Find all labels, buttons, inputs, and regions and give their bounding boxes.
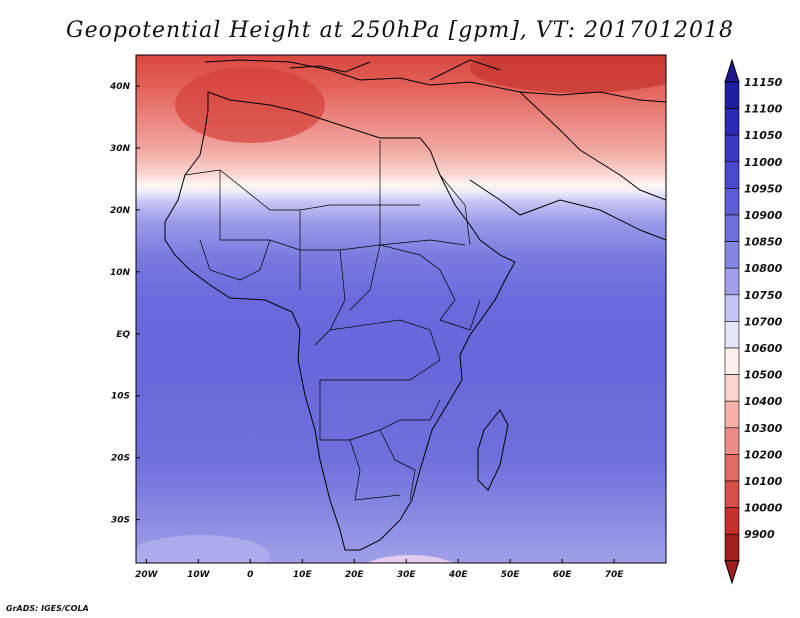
legend-label: 11000 (744, 156, 783, 169)
legend-swatch (724, 267, 740, 296)
southwest-bulge (136, 535, 270, 563)
south-bulge (366, 555, 454, 563)
lat-tick-label: 10S (111, 392, 130, 402)
legend-swatch (724, 321, 740, 349)
lat-tick-label: 30N (110, 144, 131, 154)
legend-label: 10850 (744, 236, 783, 249)
legend-swatch (724, 241, 740, 269)
longitude-axis: 20W 10W 0 10E 20E 30E 40E 50E 60E 70E (135, 559, 624, 580)
legend-swatch (724, 108, 740, 136)
legend-swatch (724, 294, 740, 322)
legend-swatch (724, 347, 740, 375)
legend-label: 9900 (744, 528, 775, 541)
legend-label: 10200 (744, 448, 783, 461)
lon-tick-label: 60E (553, 570, 573, 580)
legend-top-arrow (724, 58, 740, 83)
credit-text: GrADS: IGES/COLA (6, 604, 89, 613)
legend-label: 10500 (744, 369, 783, 382)
legend-label: 10900 (744, 209, 783, 222)
legend-label: 10950 (744, 182, 783, 195)
legend-swatch (724, 480, 740, 508)
low-height-center-east (470, 55, 666, 93)
legend-label: 10800 (744, 262, 783, 275)
legend-swatch (724, 134, 740, 163)
legend-bottom-arrow (724, 560, 740, 585)
legend-label: 10100 (744, 475, 783, 488)
legend-swatch (724, 427, 740, 455)
legend-label: 11100 (744, 103, 783, 116)
legend-label: 10750 (744, 289, 783, 302)
lon-tick-label: 30E (397, 570, 417, 580)
country-borders (184, 140, 481, 501)
lon-tick-label: 20W (135, 570, 159, 580)
lon-tick-label: 10E (293, 570, 313, 580)
lat-tick-label: 40N (109, 82, 131, 92)
legend-label: 10600 (744, 342, 783, 355)
lon-tick-label: 70E (605, 570, 625, 580)
legend-swatch (724, 454, 740, 482)
legend-swatch (724, 400, 740, 429)
legend-swatch (724, 507, 740, 535)
legend-label: 10300 (744, 422, 783, 435)
legend-swatch (724, 214, 740, 242)
legend-swatch (724, 81, 740, 109)
legend-swatch (724, 533, 740, 562)
lat-tick-label: EQ (116, 330, 130, 340)
low-height-center-west (175, 67, 325, 143)
legend-label: 10000 (744, 502, 783, 515)
lat-tick-label: 20N (110, 206, 131, 216)
legend-label: 10700 (744, 315, 783, 328)
lat-tick-label: 20S (111, 454, 130, 464)
legend-swatch (724, 188, 740, 216)
legend-label: 11150 (744, 76, 783, 89)
legend-label: 11050 (744, 129, 783, 142)
lat-tick-label: 30S (111, 516, 130, 526)
lat-tick-label: 10N (110, 268, 131, 278)
lon-tick-label: 20E (345, 570, 365, 580)
legend-swatch (724, 161, 740, 189)
coastlines (164, 59, 666, 551)
latitude-axis: 40N 30N 20N 10N EQ 10S 20S 30S (109, 82, 140, 526)
legend-label: 10400 (744, 395, 783, 408)
legend-swatch (724, 374, 740, 402)
lon-tick-label: 50E (501, 570, 521, 580)
lon-tick-label: 0 (247, 570, 253, 580)
map-frame (135, 54, 667, 564)
chart-title: Geopotential Height at 250hPa [gpm], VT:… (66, 18, 734, 43)
lon-tick-label: 10W (187, 570, 211, 580)
lon-tick-label: 40E (448, 570, 469, 580)
